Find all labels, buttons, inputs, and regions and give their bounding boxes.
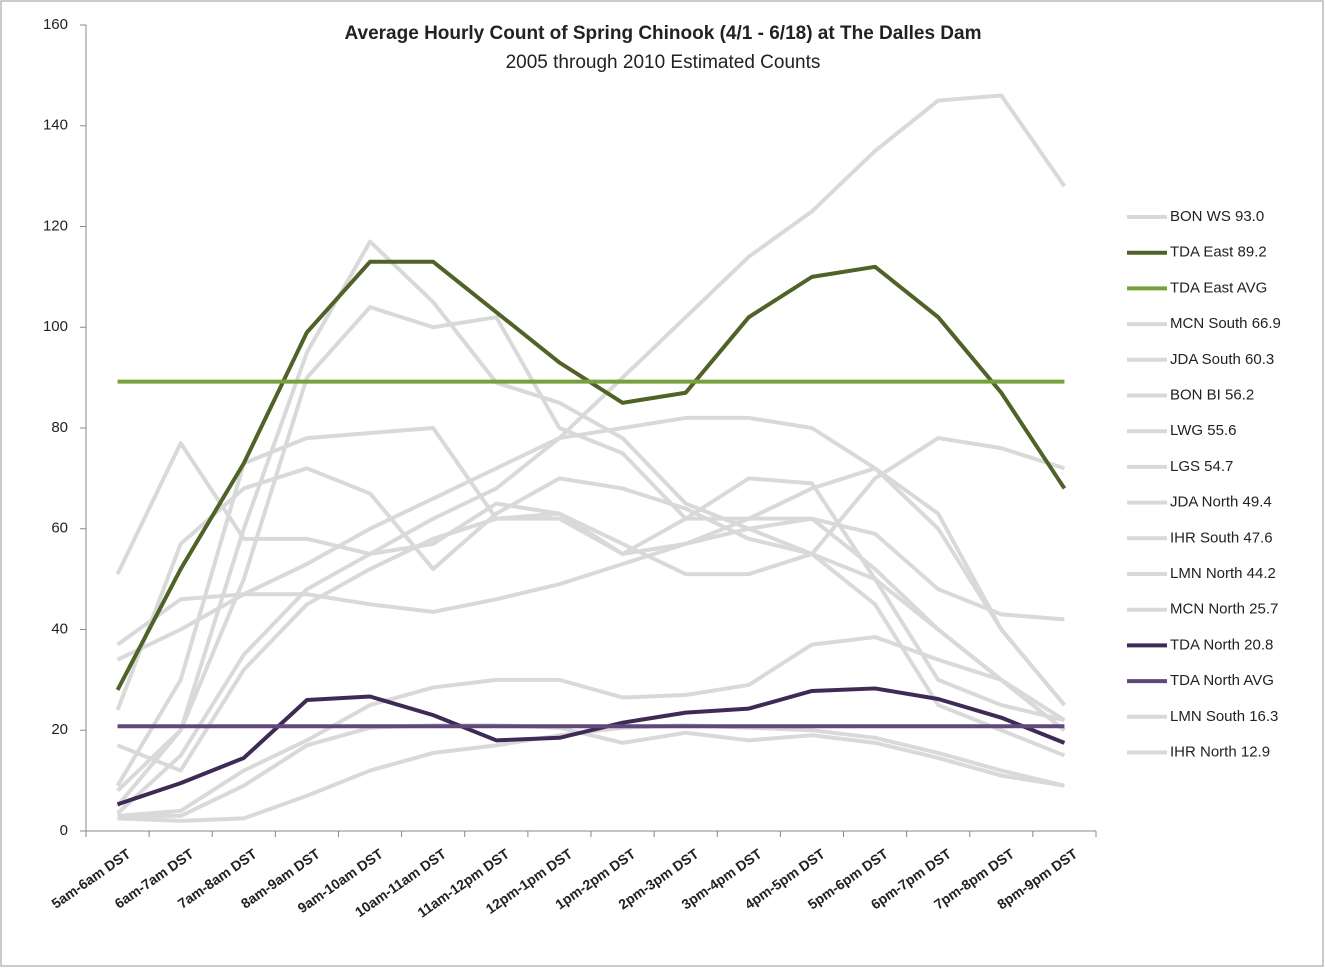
series-line [116, 415, 1066, 707]
legend-label: JDA South 60.3 [1170, 351, 1274, 368]
y-tick-label: 60 [51, 520, 68, 537]
legend-label: MCN South 66.9 [1170, 315, 1281, 332]
legend-label: MCN North 25.7 [1170, 601, 1278, 618]
series-line [116, 516, 1065, 647]
series-line [115, 426, 1066, 787]
legend-label: TDA North 20.8 [1170, 636, 1273, 653]
y-tick-label: 80 [51, 419, 68, 436]
legend-label: JDA North 49.4 [1170, 494, 1272, 511]
series-line [115, 436, 1066, 711]
legend-label: BON WS 93.0 [1170, 208, 1264, 225]
y-tick-label: 100 [43, 318, 68, 335]
legend-label: TDA East AVG [1170, 279, 1267, 296]
series-line [115, 441, 1065, 723]
y-tick-label: 120 [43, 217, 68, 234]
series-line [116, 93, 1067, 815]
legend-label: LMN North 44.2 [1170, 565, 1276, 582]
legend-label: IHR North 12.9 [1170, 743, 1270, 760]
y-tick-label: 0 [60, 822, 68, 839]
series-line [116, 686, 1066, 807]
legend-label: BON BI 56.2 [1170, 386, 1254, 403]
chart-subtitle: 2005 through 2010 Estimated Counts [506, 52, 821, 73]
series-line [117, 723, 1065, 818]
legend-label: TDA North AVG [1170, 672, 1274, 689]
y-tick-label: 160 [43, 16, 68, 33]
y-tick-label: 20 [51, 721, 68, 738]
y-tick-label: 140 [43, 117, 68, 134]
legend-label: IHR South 47.6 [1170, 529, 1273, 546]
y-tick-label: 40 [51, 620, 68, 637]
legend-label: LMN South 16.3 [1170, 708, 1278, 725]
legend-label: LGS 54.7 [1170, 458, 1233, 475]
series-line [117, 635, 1066, 818]
legend-label: TDA East 89.2 [1170, 244, 1267, 261]
chart-title: Average Hourly Count of Spring Chinook (… [345, 23, 982, 44]
series-line [116, 511, 1066, 773]
legend-label: LWG 55.6 [1170, 422, 1236, 439]
series-line [116, 239, 1066, 808]
